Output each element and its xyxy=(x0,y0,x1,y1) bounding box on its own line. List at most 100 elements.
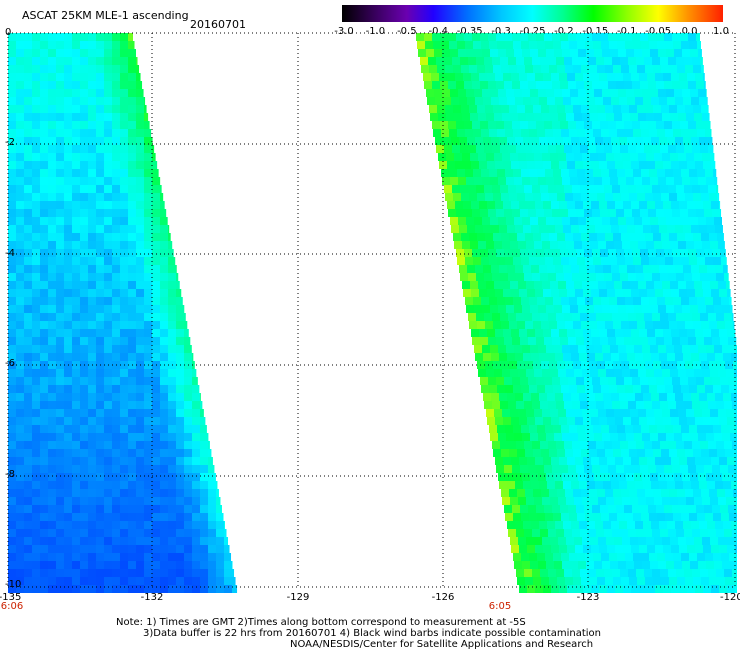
swath-cell xyxy=(726,409,734,417)
swath-cell xyxy=(708,441,716,449)
swath-cell xyxy=(700,57,703,65)
swath-cell xyxy=(487,329,495,337)
swath-cell xyxy=(128,393,136,401)
swath-cell xyxy=(597,105,605,113)
swath-cell xyxy=(511,73,519,81)
swath-cell xyxy=(168,321,176,329)
swath-cell xyxy=(96,369,104,377)
swath-cell xyxy=(40,369,48,377)
swath-cell xyxy=(659,481,667,489)
swath-cell xyxy=(662,153,670,161)
swath-cell xyxy=(585,129,593,137)
swath-cell xyxy=(594,49,602,57)
swath-cell xyxy=(475,265,483,273)
swath-cell xyxy=(16,225,24,233)
swath-cell xyxy=(56,369,64,377)
swath-cell xyxy=(640,337,648,345)
swath-cell xyxy=(24,553,32,561)
swath-cell xyxy=(569,41,577,49)
swath-cell xyxy=(80,545,88,553)
swath-cell xyxy=(192,505,200,513)
swath-cell xyxy=(625,41,633,49)
swath-cell xyxy=(654,497,662,505)
swath-cell xyxy=(550,281,558,289)
swath-cell xyxy=(24,561,32,569)
swath-cell xyxy=(685,577,693,585)
swath-cell xyxy=(32,113,40,121)
swath-cell xyxy=(200,513,208,521)
swath-cell xyxy=(539,97,547,105)
swath-cell xyxy=(144,305,152,313)
swath-cell xyxy=(64,33,72,41)
swath-cell xyxy=(481,169,489,177)
swath-cell xyxy=(48,577,56,585)
swath-cell xyxy=(708,569,716,577)
swath-cell xyxy=(638,369,646,377)
swath-cell xyxy=(690,433,698,441)
swath-cell xyxy=(681,385,689,393)
swath-cell xyxy=(703,545,711,553)
swath-cell xyxy=(72,169,80,177)
swath-cell xyxy=(64,385,72,393)
swath-cell xyxy=(608,337,616,345)
swath-cell xyxy=(48,161,56,169)
swath-cell xyxy=(168,569,176,577)
swath-cell xyxy=(136,265,144,273)
swath-cell xyxy=(630,537,638,545)
swath-cell xyxy=(717,449,725,457)
swath-cell xyxy=(88,401,96,409)
swath-cell xyxy=(640,209,648,217)
swath-cell xyxy=(684,401,692,409)
swath-cell xyxy=(548,529,556,537)
swath-cell xyxy=(152,201,160,209)
swath-cell xyxy=(16,457,24,465)
swath-cell xyxy=(64,201,72,209)
swath-cell xyxy=(128,449,136,457)
swath-cell xyxy=(628,145,636,153)
swath-cell xyxy=(128,65,136,73)
swath-cell xyxy=(513,169,521,177)
swath-cell xyxy=(693,489,701,497)
swath-cell xyxy=(513,129,521,137)
swath-cell xyxy=(501,489,509,497)
swath-cell xyxy=(561,553,569,561)
swath-cell xyxy=(32,393,40,401)
swath-cell xyxy=(160,345,168,353)
swath-cell xyxy=(32,521,40,529)
swath-cell xyxy=(467,97,475,105)
swath-cell xyxy=(88,177,96,185)
swath-cell xyxy=(455,73,463,81)
swath-cell xyxy=(699,225,707,233)
swath-cell xyxy=(592,465,600,473)
swath-cell xyxy=(724,441,732,449)
swath-cell xyxy=(514,305,522,313)
swath-cell xyxy=(104,297,112,305)
swath-cell xyxy=(429,105,437,113)
swath-cell xyxy=(529,297,537,305)
swath-cell xyxy=(24,217,32,225)
swath-cell xyxy=(546,177,554,185)
swath-cell xyxy=(726,369,734,377)
swath-cell xyxy=(8,385,16,393)
swath-cell xyxy=(621,105,629,113)
x-tick-label: -120 xyxy=(720,592,740,603)
swath-cell xyxy=(160,369,168,377)
swath-cell xyxy=(675,225,683,233)
swath-cell xyxy=(112,105,120,113)
swath-cell xyxy=(461,193,469,201)
swath-cell xyxy=(56,145,64,153)
swath-cell xyxy=(64,297,72,305)
swath-cell xyxy=(72,337,80,345)
swath-cell xyxy=(564,569,572,577)
swath-cell xyxy=(64,185,72,193)
swath-cell xyxy=(552,377,560,385)
swath-cell xyxy=(491,393,499,401)
swath-cell xyxy=(535,457,543,465)
swath-cell xyxy=(16,41,24,49)
swath-cell xyxy=(96,193,104,201)
swath-cell xyxy=(637,489,645,497)
swath-cell xyxy=(490,305,498,313)
swath-cell xyxy=(691,97,699,105)
swath-cell xyxy=(632,465,640,473)
swath-cell xyxy=(592,121,600,129)
